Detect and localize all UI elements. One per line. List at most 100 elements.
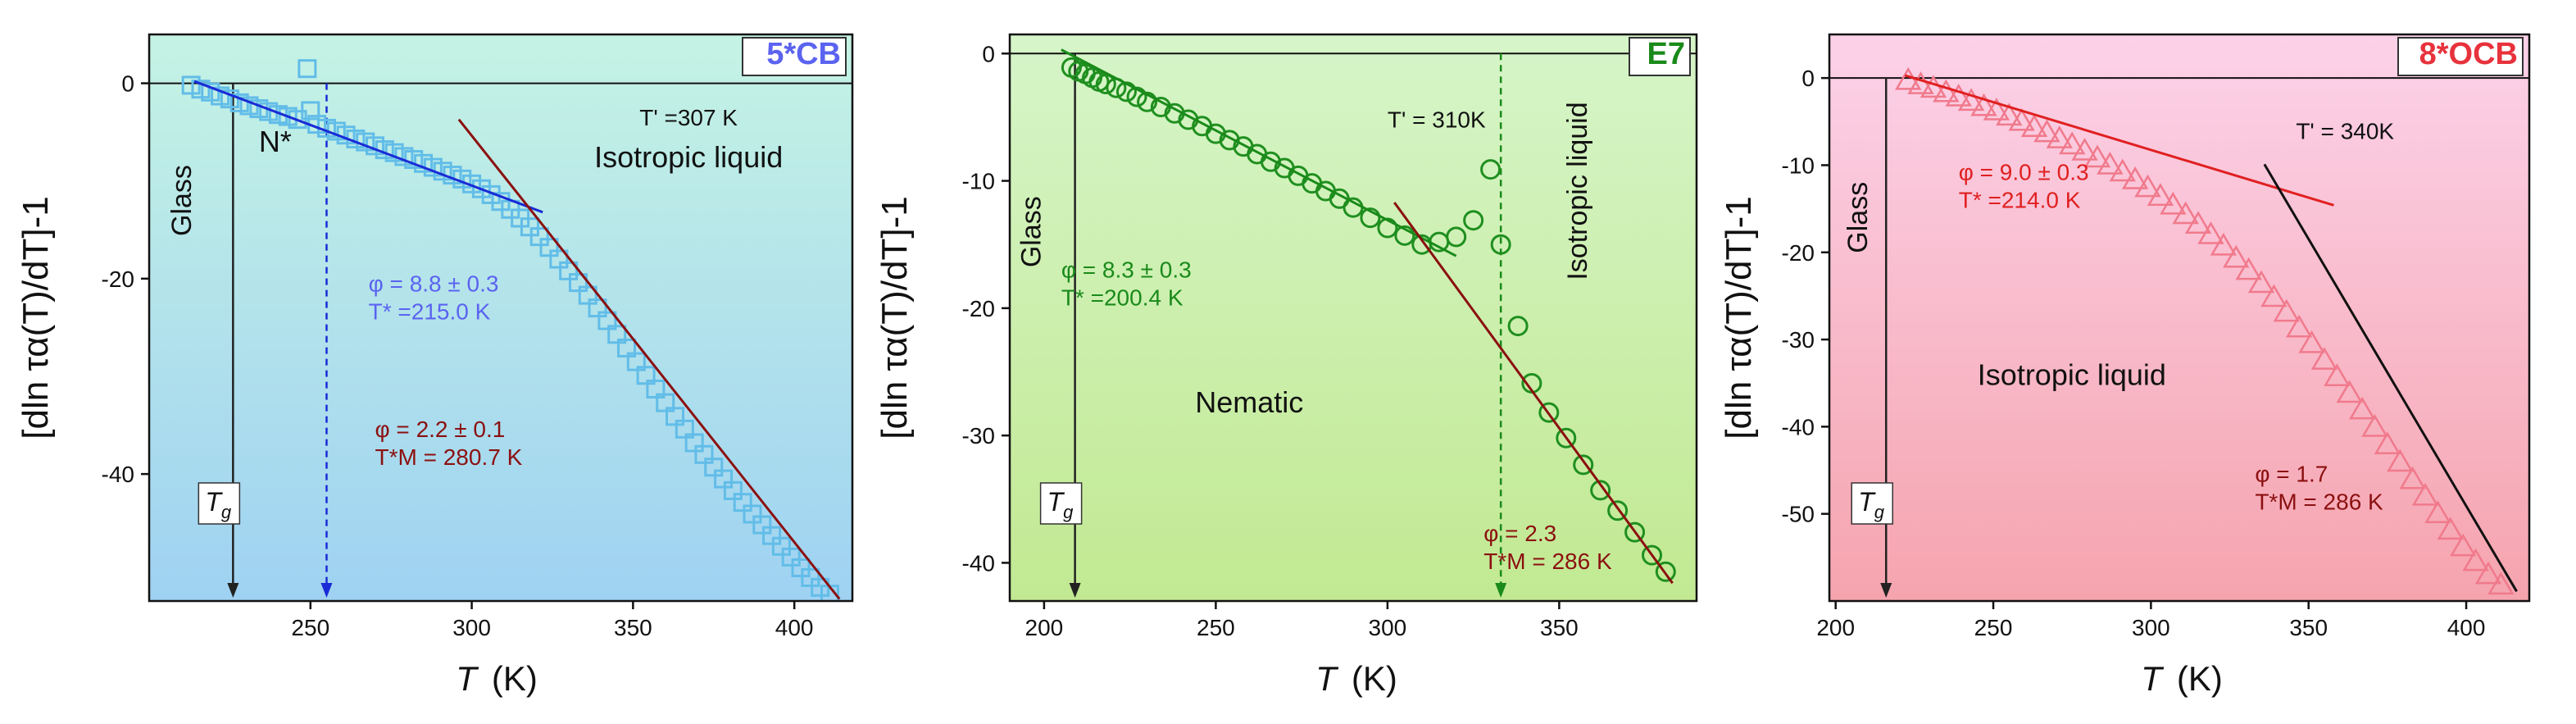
data-point <box>2361 413 2388 437</box>
data-point <box>636 366 656 385</box>
annotation-text: T' = 310K <box>1388 107 1486 132</box>
data-point <box>791 558 811 577</box>
annotation-text: T*M = 286 K <box>1483 549 1612 574</box>
data-point <box>2223 244 2250 268</box>
tg-label: Tg <box>205 487 232 522</box>
data-point <box>2020 114 2048 137</box>
data-point <box>578 285 597 305</box>
data-point <box>2474 561 2502 585</box>
data-point <box>1933 79 1960 102</box>
data-point <box>1590 480 1611 501</box>
data-point <box>2046 125 2073 148</box>
fit-line <box>1904 74 2334 207</box>
data-point <box>801 567 820 587</box>
data-point <box>2487 571 2515 595</box>
data-point <box>2109 158 2136 182</box>
tg-arrowhead <box>1880 583 1892 598</box>
fit-line <box>1061 48 1457 257</box>
region-label: Isotropic liquid <box>1978 357 2166 391</box>
x-tick-label: 350 <box>2289 615 2328 640</box>
data-point <box>714 469 734 489</box>
data-point <box>1480 159 1502 180</box>
data-point <box>2247 270 2275 294</box>
data-point <box>549 249 569 269</box>
plot-background <box>1829 34 2529 601</box>
data-point <box>771 536 791 556</box>
data-point <box>1573 454 1594 476</box>
transition-arrowhead <box>320 583 333 598</box>
data-point <box>1957 88 1985 112</box>
y-tick-label: 0 <box>1801 66 1815 91</box>
data-point <box>1463 210 1484 231</box>
fit-line <box>1393 202 1674 585</box>
annotation-text: T*M = 280.7 K <box>375 444 523 470</box>
plot-background <box>1010 34 1697 601</box>
data-point <box>2273 298 2300 322</box>
x-tick-label: 250 <box>1974 615 2013 640</box>
data-point <box>684 433 704 453</box>
x-tick-label: 200 <box>1816 615 1855 640</box>
data-point <box>694 444 714 464</box>
region-label: Glass <box>1016 196 1047 267</box>
data-point <box>1983 98 2010 121</box>
tg-subscript: g <box>1874 502 1885 522</box>
data-point <box>539 238 559 257</box>
annotation-text: T' = 340K <box>2296 119 2394 144</box>
annotation-text: T*M = 286 K <box>2255 489 2383 514</box>
region-label: Isotropic liquid <box>1562 102 1593 280</box>
tg-label: Tg <box>1858 487 1885 522</box>
x-tick-label: 300 <box>1369 615 1407 640</box>
y-tick-label: -30 <box>962 423 995 449</box>
region-label: Glass <box>166 165 198 236</box>
data-point <box>2008 107 2035 131</box>
data-point <box>2399 466 2426 489</box>
annotation-text: T' =307 K <box>639 105 738 130</box>
data-point <box>298 59 317 79</box>
data-point <box>2424 500 2451 523</box>
data-point <box>733 493 752 512</box>
tg-arrowhead <box>1069 583 1081 598</box>
data-point <box>1624 521 1646 543</box>
x-axis-symbol: T <box>456 659 479 698</box>
data-point <box>781 547 801 567</box>
data-point <box>2059 131 2086 155</box>
x-tick-label: 300 <box>452 615 491 640</box>
panel-3: 200 250 300 350 400 0 -10 -20 -30 -40 -50 T (K) [dln … <box>1719 33 2531 698</box>
data-point <box>1507 316 1529 337</box>
annotation-text: T* =215.0 K <box>369 298 491 324</box>
plot-frame <box>1008 33 1698 603</box>
data-point <box>268 105 288 125</box>
tg-arrowhead <box>227 583 239 598</box>
data-point <box>597 311 617 330</box>
x-tick-label: 400 <box>775 615 814 640</box>
data-point <box>301 101 320 121</box>
panel-title: E7 <box>1647 37 1685 71</box>
data-point <box>191 80 211 99</box>
y-tick-label: -40 <box>962 550 995 576</box>
tg-box <box>198 482 241 525</box>
data-point <box>278 107 298 126</box>
x-axis-label: T (K) <box>1315 659 1397 698</box>
data-point <box>811 577 830 597</box>
tg-symbol: T <box>1047 487 1065 517</box>
panel-1: 250 300 350 400 0 -20 -40 T (K) [dln τα(T)/dT]-1 5… <box>16 33 854 698</box>
data-point <box>2083 144 2111 168</box>
data-point <box>646 379 666 398</box>
data-point <box>762 526 782 545</box>
x-axis-symbol: T <box>1315 659 1339 698</box>
panel-2: 200 250 300 350 0 -10 -20 -30 -40 T (K) [dln τα(T)/… <box>875 33 1698 698</box>
x-tick-label: 350 <box>614 615 652 640</box>
data-point <box>616 338 636 357</box>
tg-subscript: g <box>221 502 232 522</box>
data-point <box>2286 314 2313 338</box>
data-point <box>2462 548 2489 571</box>
data-point <box>211 86 230 106</box>
y-tick-label: -10 <box>962 169 995 194</box>
data-point <box>752 515 772 535</box>
data-point <box>675 419 694 439</box>
y-tick-label: 0 <box>982 41 995 66</box>
data-point <box>2348 396 2376 420</box>
data-point <box>2374 431 2401 454</box>
y-tick-label: -40 <box>102 462 134 487</box>
